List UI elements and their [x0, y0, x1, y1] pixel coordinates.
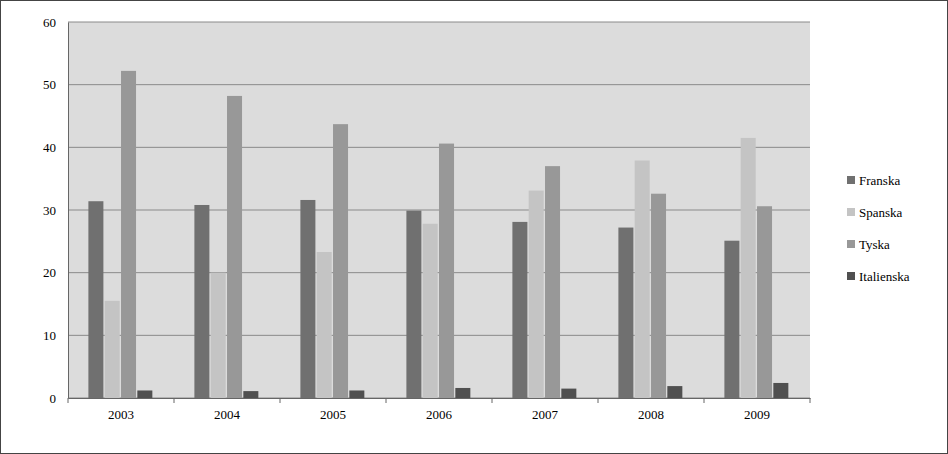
- legend-item: Tyska: [847, 237, 890, 252]
- bar: [757, 206, 772, 398]
- y-tick-label: 50: [43, 77, 56, 92]
- bar: [561, 389, 576, 398]
- grid-line: [68, 22, 810, 23]
- x-separator: [280, 398, 281, 403]
- y-tick: 10: [43, 328, 68, 343]
- bar: [105, 301, 120, 398]
- bar: [741, 138, 756, 398]
- x-separator: [386, 398, 387, 403]
- bar: [455, 388, 470, 398]
- x-tick: 2006: [426, 398, 453, 422]
- bar: [317, 252, 332, 398]
- plot-background: [68, 22, 810, 398]
- y-tick: 30: [43, 203, 68, 218]
- legend: Franska Spanska Tyska Italienska: [847, 173, 910, 284]
- bar: [227, 96, 242, 398]
- bar: [88, 201, 103, 398]
- bar-series: [121, 71, 772, 398]
- bar: [137, 390, 152, 398]
- y-axis-line: [68, 23, 69, 399]
- bar: [635, 160, 650, 398]
- y-tick-label: 20: [43, 265, 56, 280]
- x-tick: 2003: [108, 398, 134, 422]
- x-tick-label: 2009: [744, 407, 770, 422]
- grid-line: [68, 210, 810, 211]
- legend-item: Franska: [847, 173, 900, 188]
- legend-item: Italienska: [847, 269, 910, 284]
- legend-swatch: [847, 208, 855, 216]
- bar: [423, 224, 438, 398]
- x-tick: 2005: [320, 398, 346, 422]
- x-separator: [704, 398, 705, 403]
- x-tick: 2007: [532, 398, 559, 422]
- grid-line: [68, 272, 810, 273]
- legend-item: Spanska: [847, 205, 903, 220]
- bar: [349, 390, 364, 398]
- grid-line: [68, 147, 810, 148]
- frame: [1, 1, 948, 454]
- legend-label: Tyska: [859, 237, 890, 252]
- y-tick: 50: [43, 77, 68, 92]
- bar: [545, 166, 560, 398]
- x-separator: [492, 398, 493, 403]
- bar: [651, 194, 666, 398]
- y-tick-label: 60: [43, 15, 56, 30]
- x-separators: [68, 398, 810, 403]
- bar: [211, 273, 226, 398]
- x-tick-label: 2004: [214, 407, 241, 422]
- x-axis-line: [69, 398, 811, 399]
- x-separator: [810, 398, 811, 403]
- x-tick: 2009: [744, 398, 770, 422]
- y-axis: 0 10 20 30 40 50 60: [43, 15, 69, 406]
- bar: [333, 124, 348, 398]
- bar: [439, 144, 454, 398]
- y-tick: 40: [43, 140, 68, 155]
- y-tick-label: 0: [50, 391, 57, 406]
- bar: [300, 200, 315, 398]
- grid-line: [68, 84, 810, 85]
- bar: [194, 205, 209, 398]
- legend-label: Italienska: [859, 269, 910, 284]
- x-tick-label: 2003: [108, 407, 134, 422]
- bar: [667, 386, 682, 398]
- bar: [724, 241, 739, 398]
- x-tick: 2008: [638, 398, 664, 422]
- bar: [529, 191, 544, 398]
- y-tick: 20: [43, 265, 68, 280]
- x-tick-label: 2005: [320, 407, 346, 422]
- legend-swatch: [847, 240, 855, 248]
- y-tick-label: 40: [43, 140, 56, 155]
- x-axis: 2003 2004 2005 2006 2007 2008 2009: [69, 398, 811, 422]
- x-tick: 2004: [214, 398, 241, 422]
- legend-swatch: [847, 176, 855, 184]
- legend-swatch: [847, 272, 855, 280]
- x-separator: [174, 398, 175, 403]
- x-separator: [598, 398, 599, 403]
- x-separator: [68, 398, 69, 403]
- x-tick-label: 2008: [638, 407, 664, 422]
- bars: [88, 71, 788, 398]
- y-tick: 0: [50, 391, 69, 406]
- grid-line: [68, 335, 810, 336]
- legend-label: Spanska: [859, 205, 903, 220]
- bar: [121, 71, 136, 398]
- chart: 0102030405060200320042005200620072008200…: [0, 0, 948, 454]
- y-tick-label: 30: [43, 203, 56, 218]
- legend-label: Franska: [859, 173, 900, 188]
- plot: 0102030405060200320042005200620072008200…: [43, 15, 811, 423]
- x-tick-label: 2006: [426, 407, 453, 422]
- y-tick-label: 10: [43, 328, 56, 343]
- bar: [512, 222, 527, 398]
- x-tick-label: 2007: [532, 407, 559, 422]
- grid: [68, 22, 810, 398]
- bar: [773, 383, 788, 398]
- y-tick: 60: [43, 15, 68, 30]
- grid-line: [68, 398, 810, 399]
- bar: [618, 228, 633, 398]
- bar: [406, 211, 421, 398]
- bar-series: [105, 138, 756, 398]
- bar-series: [137, 383, 788, 398]
- bar: [243, 391, 258, 398]
